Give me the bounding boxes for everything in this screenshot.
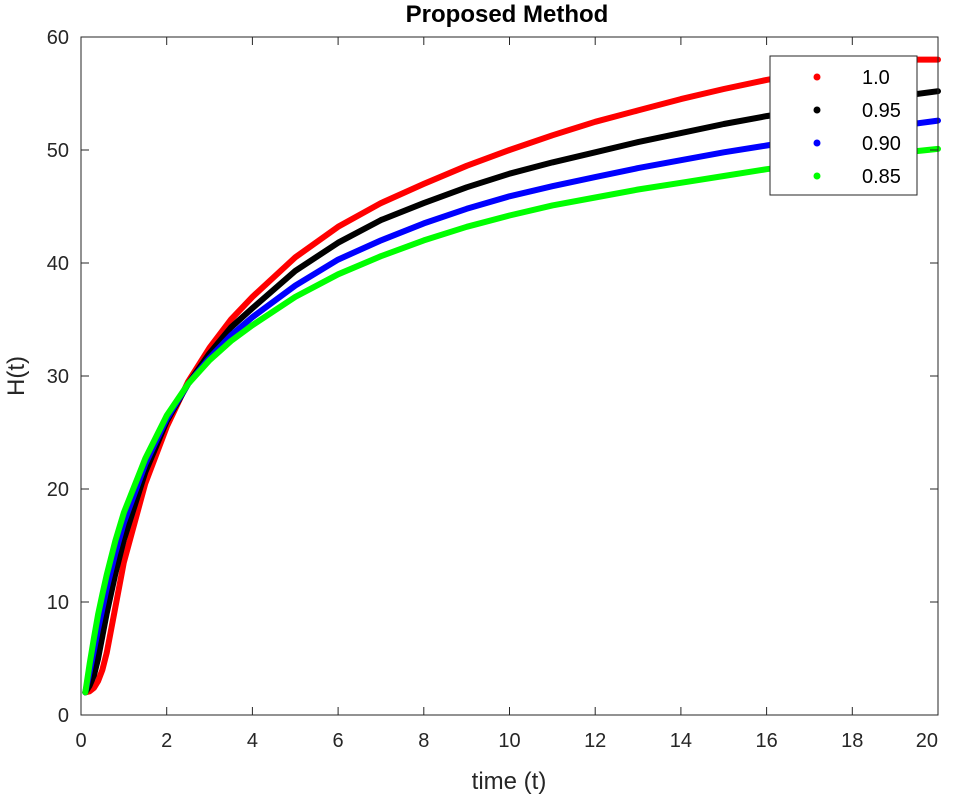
- legend-label-0: 1.0: [862, 67, 890, 89]
- y-tick-label: 50: [47, 140, 69, 162]
- series-line-1: [82, 88, 941, 696]
- legend-label-3: 0.85: [862, 166, 901, 188]
- y-axis-label: H(t): [3, 356, 30, 396]
- x-tick-label: 12: [584, 730, 606, 752]
- x-tick-label: 18: [841, 730, 863, 752]
- x-axis-label: time (t): [472, 768, 547, 795]
- y-tick-label: 60: [47, 27, 69, 49]
- chart-title: Proposed Method: [406, 1, 609, 28]
- legend-items: 1.0 0.95 0.90 0.85: [813, 67, 901, 188]
- y-tick-label: 0: [58, 705, 69, 727]
- legend-label-2: 0.90: [862, 133, 901, 155]
- legend-label-1: 0.95: [862, 100, 901, 122]
- x-tick-label: 14: [670, 730, 692, 752]
- x-tick-label: 2: [161, 730, 172, 752]
- legend-box: [769, 55, 918, 196]
- legend: 1.0 0.95 0.90 0.85: [769, 55, 918, 196]
- legend-marker-0: [813, 73, 821, 81]
- legend-marker-1: [813, 106, 821, 114]
- y-tick-label: 10: [47, 592, 69, 614]
- x-tick-label: 8: [418, 730, 429, 752]
- x-tick-label: 10: [498, 730, 520, 752]
- x-tick-label: 6: [333, 730, 344, 752]
- y-tick-label: 30: [47, 366, 69, 388]
- x-tick-label: 0: [75, 730, 86, 752]
- axis-layer: 0 2 4 6 8 10 12 14 16 18 20 0 10 20 30 40 50 60: [47, 27, 939, 752]
- y-tick-label: 20: [47, 479, 69, 501]
- series-layer: [82, 56, 941, 696]
- legend-marker-3: [813, 172, 821, 180]
- series-line-3: [82, 145, 941, 696]
- legend-marker-2: [813, 139, 821, 147]
- x-tick-label: 16: [755, 730, 777, 752]
- x-tick-label: 20: [916, 730, 938, 752]
- y-tick-label: 40: [47, 253, 69, 275]
- x-tick-label: 4: [247, 730, 258, 752]
- series-line-0: [82, 56, 941, 696]
